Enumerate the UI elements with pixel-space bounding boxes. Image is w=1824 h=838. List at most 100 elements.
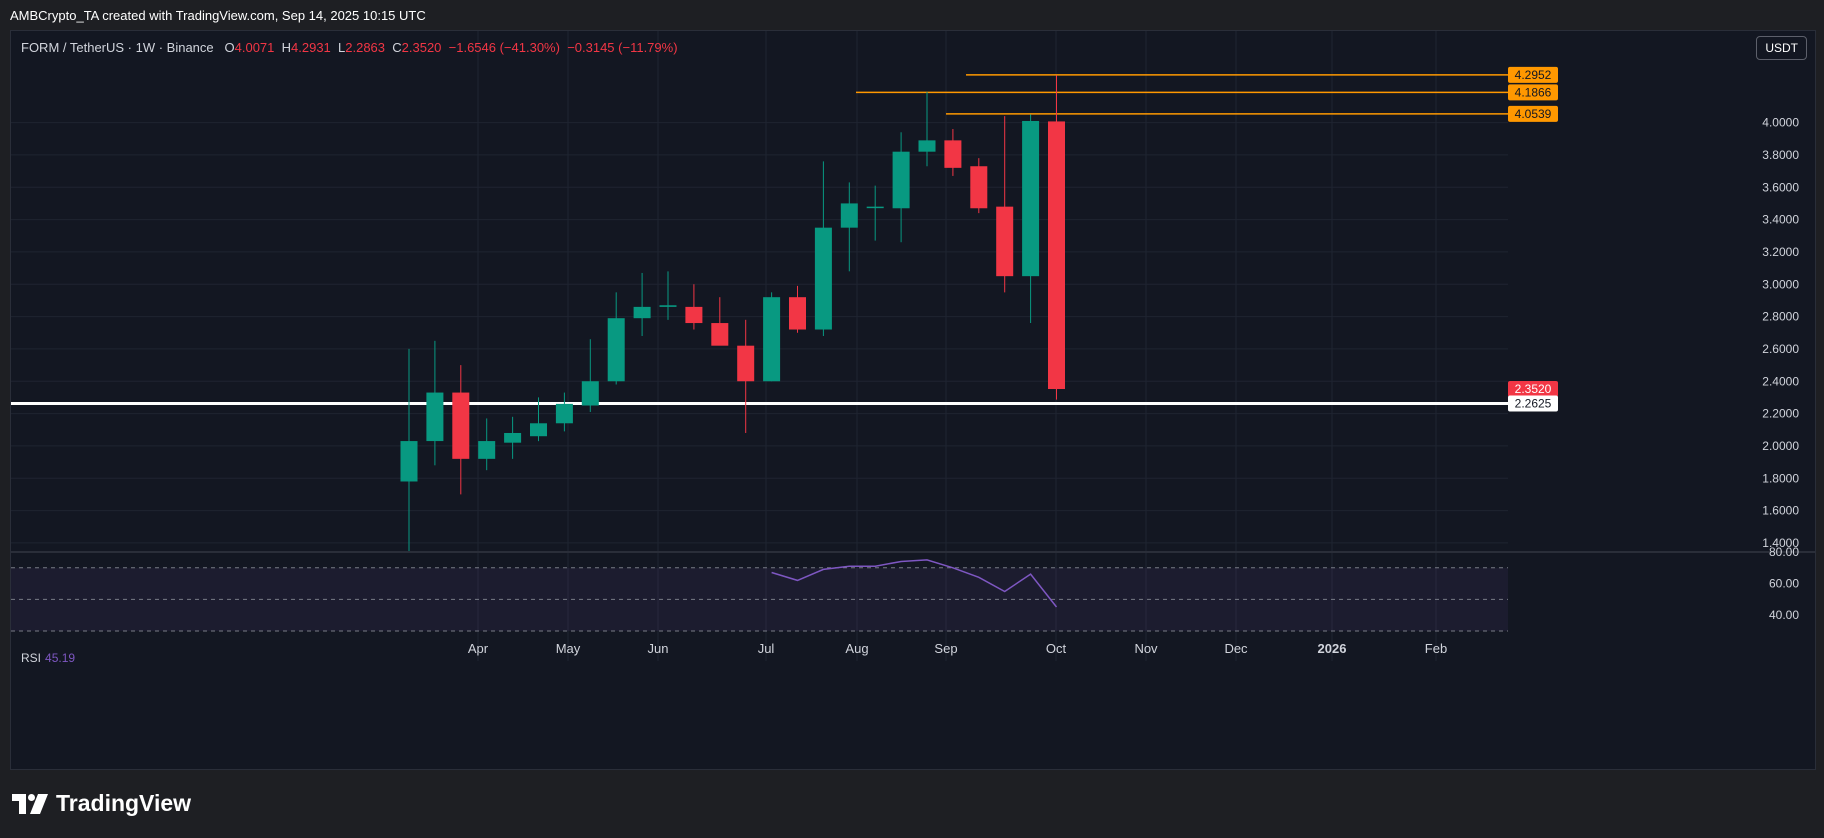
rsi-name: RSI	[21, 651, 42, 665]
candle	[633, 272, 651, 336]
support-price-tag-label: 2.2625	[1515, 396, 1552, 410]
candle-body	[737, 345, 755, 382]
level-price-tag-bg	[1508, 105, 1558, 122]
level-price-tag: 4.0539	[1508, 105, 1558, 122]
candle-body	[763, 297, 781, 382]
candle	[452, 365, 470, 495]
last-price-tag-label: 2.3520	[1515, 382, 1552, 396]
price-tick-label: 1.8000	[1762, 471, 1799, 485]
price-tick-label: 3.2000	[1762, 245, 1799, 259]
rsi-legend[interactable]: RSI 45.19	[21, 651, 75, 665]
candle	[892, 132, 910, 243]
rsi-tick-label: 60.00	[1769, 577, 1799, 591]
high-value: 4.2931	[291, 40, 331, 55]
time-tick-label: Jun	[648, 641, 669, 656]
time-tick-label: Oct	[1046, 641, 1067, 656]
candle-body	[789, 297, 806, 330]
open-value: 4.0071	[234, 40, 275, 55]
candle-body	[918, 140, 936, 152]
time-tick-label: Feb	[1425, 641, 1447, 656]
time-tick-label: May	[556, 641, 581, 656]
candle-body	[426, 392, 444, 442]
close-label: C	[392, 40, 402, 55]
open-label: O	[224, 40, 235, 55]
candle	[814, 161, 832, 336]
level-price-tag-label: 4.1866	[1515, 85, 1552, 99]
candle	[685, 284, 703, 330]
candle	[581, 339, 599, 412]
price-tick-label: 2.2000	[1762, 407, 1799, 421]
candle	[478, 418, 496, 471]
price-tick-label: 2.4000	[1762, 374, 1799, 388]
level-price-tag-label: 4.2952	[1515, 68, 1552, 82]
candle-body	[814, 227, 832, 330]
symbol-label[interactable]: FORM / TetherUS · 1W · Binance	[21, 40, 214, 55]
candle-body	[944, 140, 962, 168]
candle-body	[840, 203, 858, 228]
candle	[426, 340, 444, 466]
candle	[840, 182, 858, 272]
level-price-tag-bg	[1508, 66, 1558, 83]
price-tick-label: 3.8000	[1762, 148, 1799, 162]
candle	[866, 185, 884, 241]
candle	[970, 158, 988, 214]
price-tick-label: 1.4000	[1762, 536, 1799, 550]
rsi-tick-label: 40.00	[1769, 608, 1799, 622]
candle	[659, 271, 677, 320]
candle-body	[607, 318, 625, 382]
candle	[789, 285, 806, 333]
candle	[996, 116, 1014, 293]
chart-panel[interactable]: 1.4000 1.6000 1.8000 2.0000 2.2000 2.4000 2.60…	[10, 30, 1816, 770]
time-tick-label: Apr	[468, 641, 489, 656]
candle	[607, 292, 625, 385]
level-price-tag-bg	[1508, 84, 1558, 101]
price-tick-label: 3.0000	[1762, 277, 1799, 291]
last-price-tag: 2.3520	[1508, 381, 1558, 398]
level-price-tag: 4.2952	[1508, 66, 1558, 83]
candle	[1022, 114, 1040, 324]
low-label: L	[338, 40, 346, 55]
candle-body	[1022, 120, 1040, 277]
candle-body	[659, 305, 677, 307]
rsi-panel	[11, 551, 1815, 632]
candle	[918, 91, 936, 167]
candle	[737, 319, 755, 433]
low-value: 2.2863	[345, 40, 386, 55]
candle-body	[711, 323, 729, 346]
candle-body	[892, 151, 910, 209]
close-value: 2.3520	[401, 40, 442, 55]
candle-body	[400, 441, 418, 482]
candle	[711, 297, 729, 346]
price-tick-label: 1.6000	[1762, 504, 1799, 518]
candle	[530, 397, 547, 442]
support-price-tag: 2.2625	[1508, 395, 1558, 412]
candle-body	[478, 441, 496, 459]
brand-name: TradingView	[56, 790, 192, 816]
tradingview-logo-icon	[12, 793, 48, 814]
candle	[504, 416, 522, 459]
currency-unit-button[interactable]: USDT	[1756, 36, 1807, 60]
price-chart[interactable]: 1.4000 1.6000 1.8000 2.0000 2.2000 2.4000 2.60…	[11, 31, 1815, 769]
chart-credit: AMBCrypto_TA created with TradingView.co…	[10, 8, 426, 23]
price-tick-label: 2.8000	[1762, 310, 1799, 324]
candle-body	[504, 432, 522, 443]
time-tick-label: Dec	[1224, 641, 1248, 656]
rsi-value: 45.19	[45, 651, 76, 665]
candle-body	[685, 306, 703, 324]
candles	[400, 75, 1065, 551]
candle-body	[452, 392, 470, 459]
candle	[400, 348, 418, 551]
price-tick-label: 4.0000	[1762, 116, 1799, 130]
candle-body	[581, 381, 599, 406]
last-price-tag-bg	[1508, 381, 1558, 398]
tradingview-logo[interactable]: TradingView	[12, 790, 191, 817]
price-tick-label: 2.6000	[1762, 342, 1799, 356]
rsi-line	[771, 559, 1058, 608]
candle-body	[970, 166, 988, 209]
candle	[555, 392, 573, 432]
time-tick-label: 2026	[1318, 641, 1347, 656]
candle-body	[555, 403, 573, 424]
time-tick-label: Jul	[758, 641, 775, 656]
price-tick-label: 2.0000	[1762, 439, 1799, 453]
